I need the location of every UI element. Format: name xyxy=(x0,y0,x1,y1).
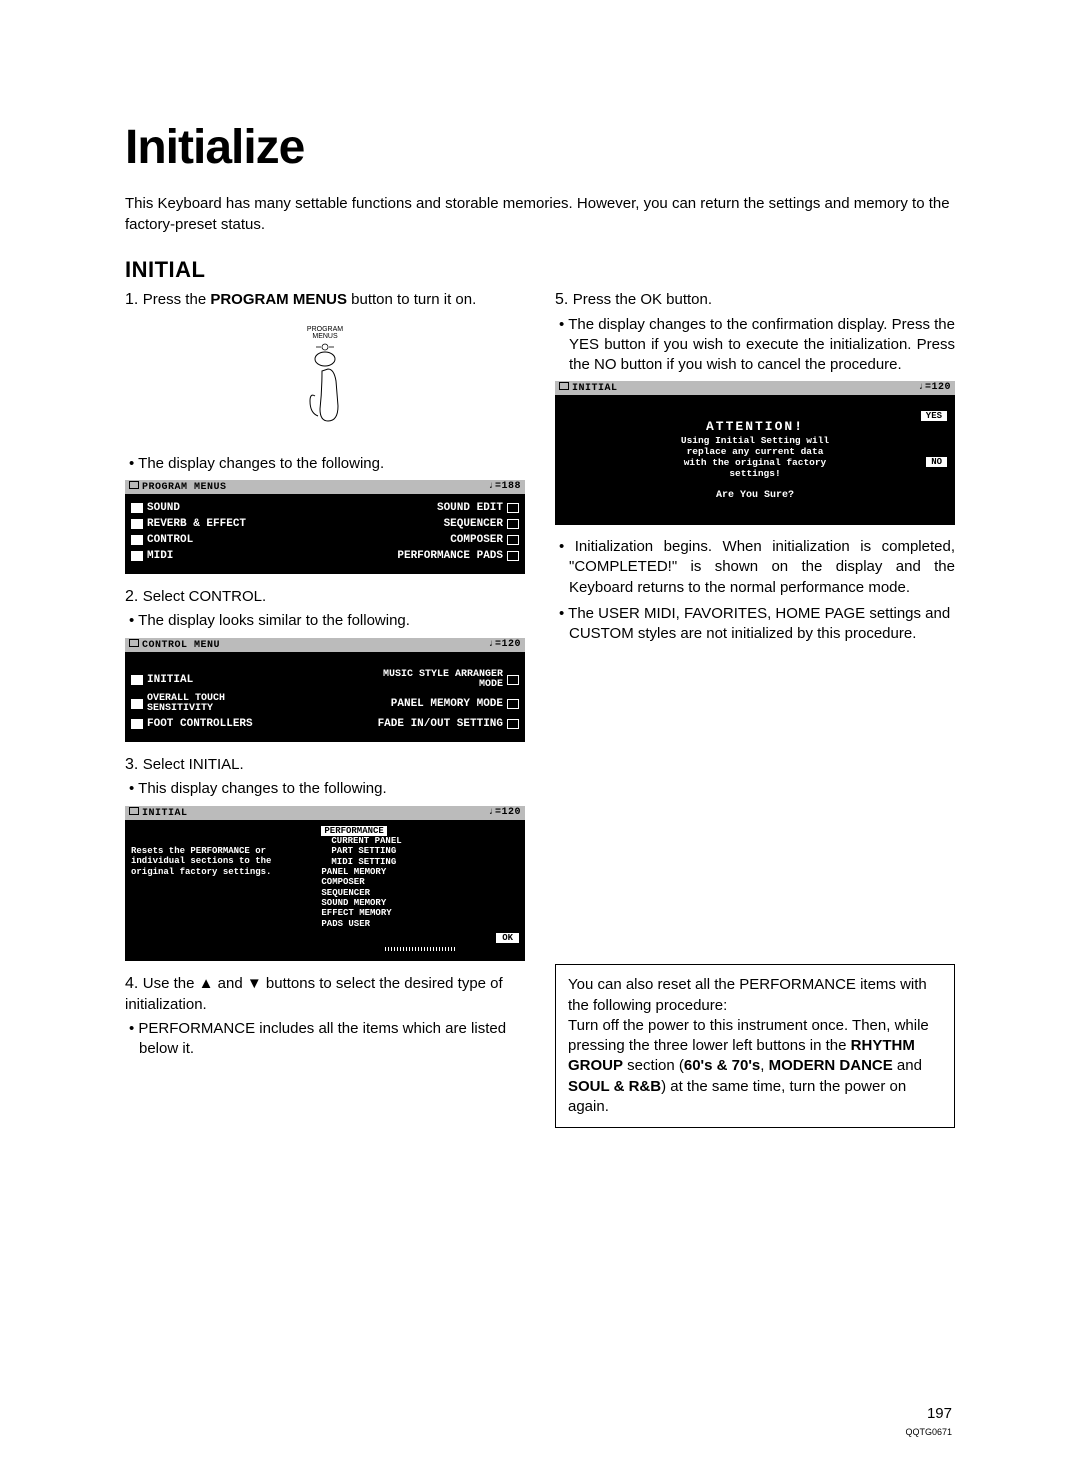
svg-text:PROGRAM: PROGRAM xyxy=(307,326,343,333)
section-heading: INITIAL xyxy=(125,257,955,283)
foot-icon xyxy=(131,719,143,729)
no-button[interactable]: NO xyxy=(926,457,947,467)
yes-button[interactable]: YES xyxy=(921,411,947,421)
touch-icon xyxy=(131,699,143,709)
attention-body: Using Initial Setting will replace any c… xyxy=(569,436,941,480)
lcd1-l2: CONTROL xyxy=(147,534,193,546)
attention-title: ATTENTION! xyxy=(569,419,941,434)
ok-button[interactable]: OK xyxy=(496,933,519,943)
page-number: 197 QQTG0671 xyxy=(905,1405,952,1439)
lcd3-items: CURRENT PANEL PART SETTING MIDI SETTING … xyxy=(321,836,519,929)
bullet-7: The USER MIDI, FAVORITES, HOME PAGE sett… xyxy=(569,604,955,645)
lcd-control-menu: CONTROL MENU ♩=120 INITIAL MUSIC STYLE AR… xyxy=(125,638,525,742)
right-column: 5. Press the OK button. The display chan… xyxy=(555,289,955,1128)
lcd2-l1: OVERALL TOUCH SENSITIVITY xyxy=(147,694,225,714)
bullet-6: Initialization begins. When initializati… xyxy=(569,537,955,598)
lcd-attention: INITIAL ♩=120 YES NO ATTENTION! Using In… xyxy=(555,381,955,525)
lcd3-box-title: PERFORMANCE xyxy=(321,826,386,836)
step-4: 4. Use the ▲ and ▼ buttons to select the… xyxy=(125,973,525,1015)
bullet-5: The display changes to the confirmation … xyxy=(569,315,955,376)
info-box: You can also reset all the PERFORMANCE i… xyxy=(555,964,955,1128)
msam-icon xyxy=(507,675,519,685)
attention-prompt: Are You Sure? xyxy=(569,490,941,501)
svg-text:MENUS: MENUS xyxy=(312,333,338,340)
initial-icon xyxy=(131,675,143,685)
lcd1-r1: SEQUENCER xyxy=(444,518,503,530)
lcd-initial: INITIAL ♩=120 Resets the PERFORMANCE or … xyxy=(125,806,525,962)
step-3: 3. Select INITIAL. xyxy=(125,754,525,776)
lcd3-title: INITIAL xyxy=(129,807,188,819)
lcd1-tempo: ♩=188 xyxy=(488,481,521,493)
control-icon xyxy=(131,535,143,545)
page-title: Initialize xyxy=(125,120,955,175)
step-1: 1. Press the PROGRAM MENUS button to tur… xyxy=(125,289,525,311)
step-5: 5. Press the OK button. xyxy=(555,289,955,311)
bullet-4: PERFORMANCE includes all the items which… xyxy=(139,1019,525,1060)
lcd2-l2: FOOT CONTROLLERS xyxy=(147,718,253,730)
program-menus-diagram: PROGRAM MENUS xyxy=(125,321,525,436)
lcd4-tempo: ♩=120 xyxy=(918,382,951,394)
step-2: 2. Select CONTROL. xyxy=(125,586,525,608)
lcd1-l0: SOUND xyxy=(147,502,180,514)
intro-text: This Keyboard has many settable function… xyxy=(125,193,955,235)
lcd2-r1: PANEL MEMORY MODE xyxy=(391,698,503,710)
lcd4-title: INITIAL xyxy=(559,382,618,394)
sound-icon xyxy=(131,503,143,513)
pmm-icon xyxy=(507,699,519,709)
lcd2-tempo: ♩=120 xyxy=(488,639,521,651)
lcd1-l1: REVERB & EFFECT xyxy=(147,518,246,530)
lcd-program-menus: PROGRAM MENUS ♩=188 SOUND SOUND EDIT REVE… xyxy=(125,480,525,574)
lcd3-tempo: ♩=120 xyxy=(488,807,521,819)
bullet-2: The display looks similar to the followi… xyxy=(139,611,525,631)
fade-icon xyxy=(507,719,519,729)
lcd2-title: CONTROL MENU xyxy=(129,639,220,651)
left-column: 1. Press the PROGRAM MENUS button to tur… xyxy=(125,289,525,1128)
bullet-1: The display changes to the following. xyxy=(139,454,525,474)
lcd1-r3: PERFORMANCE PADS xyxy=(397,550,503,562)
lcd1-l3: MIDI xyxy=(147,550,173,562)
two-column-layout: 1. Press the PROGRAM MENUS button to tur… xyxy=(125,289,955,1128)
lcd3-desc: Resets the PERFORMANCE or individual sec… xyxy=(131,826,313,952)
soundedit-icon xyxy=(507,503,519,513)
sequencer-icon xyxy=(507,519,519,529)
lcd2-l0: INITIAL xyxy=(147,674,193,686)
lcd2-r0: MUSIC STYLE ARRANGER MODE xyxy=(383,670,503,690)
composer-icon xyxy=(507,535,519,545)
bullet-3: This display changes to the following. xyxy=(139,779,525,799)
lcd2-r2: FADE IN/OUT SETTING xyxy=(378,718,503,730)
midi-icon xyxy=(131,551,143,561)
pads-icon xyxy=(507,551,519,561)
reverb-icon xyxy=(131,519,143,529)
scroll-indicator xyxy=(385,947,455,951)
lcd1-r2: COMPOSER xyxy=(450,534,503,546)
lcd1-r0: SOUND EDIT xyxy=(437,502,503,514)
lcd1-title: PROGRAM MENUS xyxy=(129,481,227,493)
